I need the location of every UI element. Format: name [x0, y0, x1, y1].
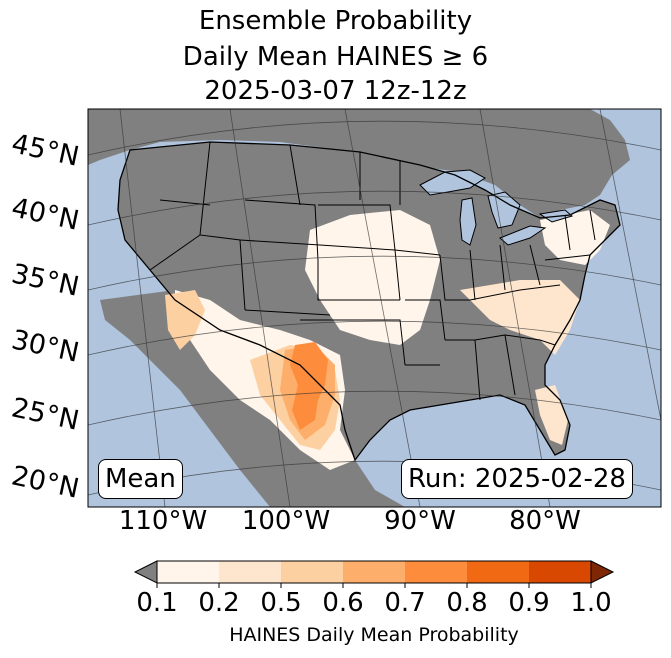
colorbar-tick-3: 0.6 — [322, 588, 364, 618]
colorbar-segment-3 — [343, 561, 405, 583]
colorbar-segment-1 — [219, 561, 281, 583]
colorbar-label: HAINES Daily Mean Probability — [229, 624, 519, 646]
mean-label: Mean — [98, 459, 183, 499]
graticule — [88, 109, 661, 507]
prob-region-tx-nm-3 — [290, 342, 328, 430]
lon-label-80: 80°W — [509, 506, 581, 536]
map-title-line-2: Daily Mean HAINES ≥ 6 — [182, 42, 489, 72]
colorbar-tick-4: 0.7 — [384, 588, 426, 618]
prob-region-plains — [305, 210, 440, 345]
colorbar-segment-5 — [467, 561, 529, 583]
lake-michigan — [459, 197, 477, 246]
colorbar — [133, 560, 615, 588]
colorbar-tick-1: 0.2 — [198, 588, 240, 618]
colorbar-segment-0 — [157, 561, 219, 583]
lon-label-100: 100°W — [241, 506, 331, 536]
lon-label-90: 90°W — [384, 506, 456, 536]
us-border-outline — [117, 141, 621, 462]
map-title-line-1: Ensemble Probability — [198, 6, 473, 36]
prob-region-southeast — [460, 280, 580, 355]
colorbar-tick-7: 1.0 — [570, 588, 612, 618]
colorbar-over-arrow — [590, 560, 615, 584]
lake-superior — [419, 169, 486, 196]
colorbar-segment-6 — [529, 561, 591, 583]
colorbar-tick-6: 0.9 — [508, 588, 550, 618]
map-title-line-3: 2025-03-07 12z-12z — [204, 76, 467, 106]
lon-label-110: 110°W — [118, 506, 208, 536]
state-boundaries — [149, 141, 596, 401]
run-date-label: Run: 2025-02-28 — [401, 459, 633, 499]
colorbar-tick-0: 0.1 — [136, 588, 178, 618]
colorbar-frame — [156, 560, 592, 584]
colorbar-tick-2: 0.5 — [260, 588, 302, 618]
colorbar-segment-4 — [405, 561, 467, 583]
colorbar-under-arrow — [133, 560, 158, 584]
colorbar-tick-5: 0.8 — [446, 588, 488, 618]
colorbar-segment-2 — [281, 561, 343, 583]
lake-erie — [499, 225, 547, 246]
canada-land — [88, 109, 630, 218]
map-frame — [87, 108, 662, 508]
